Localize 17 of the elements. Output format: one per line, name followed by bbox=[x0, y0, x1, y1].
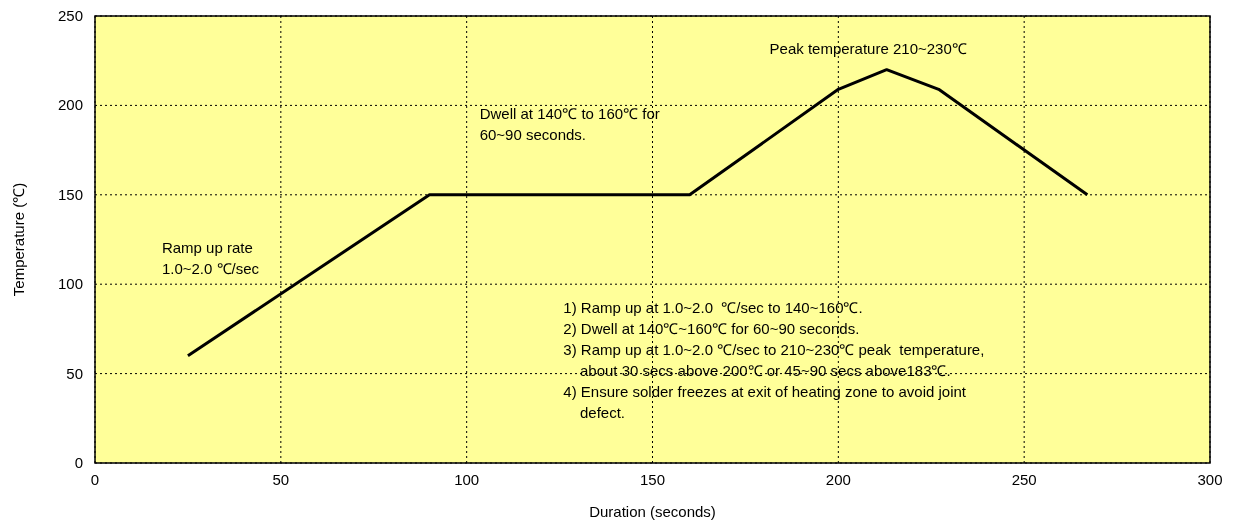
y-tick-label: 200 bbox=[57, 96, 83, 114]
x-tick-label: 300 bbox=[1197, 471, 1223, 488]
y-tick-label: 150 bbox=[57, 185, 83, 203]
y-axis-title: Temperature (℃) bbox=[10, 182, 27, 297]
y-tick-label: 100 bbox=[57, 275, 83, 293]
annotation: Peak temperature 210~230℃ bbox=[769, 39, 967, 57]
y-tick-label: 0 bbox=[74, 454, 83, 471]
x-tick-label: 100 bbox=[454, 471, 480, 488]
x-tick-label: 200 bbox=[825, 471, 851, 488]
y-tick-label: 250 bbox=[57, 7, 83, 24]
annotation: Ramp up rate 1.0~2.0 ℃/sec bbox=[161, 238, 260, 277]
x-axis-title: Duration (seconds) bbox=[589, 503, 716, 520]
x-tick-label: 50 bbox=[272, 471, 290, 488]
x-tick-label: 250 bbox=[1011, 471, 1037, 488]
y-tick-label: 50 bbox=[66, 364, 83, 382]
x-tick-label: 150 bbox=[639, 471, 666, 488]
x-tick-label: 0 bbox=[90, 471, 100, 488]
